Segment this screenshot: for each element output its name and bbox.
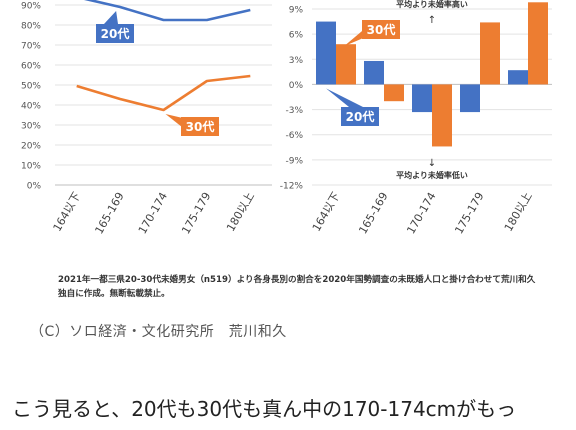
- series-label: 20代: [101, 26, 130, 41]
- x-tick-label: 170-174: [404, 190, 438, 236]
- series-label: 20代: [346, 109, 375, 124]
- annotation-bottom: 平均より未婚率低い: [396, 170, 468, 180]
- x-tick-label: 165-169: [92, 190, 126, 236]
- annotation-top: 平均より未婚率高い: [396, 0, 468, 9]
- chart-caption: 2021年一都三県20-30代未婚男女（n519）より各身長別の割合を2020年…: [58, 275, 536, 299]
- arrow-down-icon: ↓: [428, 158, 436, 169]
- bar-20s: [460, 84, 480, 113]
- x-tick-label: 180以上: [502, 190, 535, 234]
- y-tick-label: 70%: [21, 42, 41, 52]
- series-label: 30代: [186, 119, 215, 134]
- y-tick-label: 9%: [289, 6, 304, 16]
- bar-30s: [336, 44, 356, 85]
- y-tick-label: -12%: [280, 182, 304, 192]
- bar-20s: [412, 84, 432, 113]
- y-tick-label: -3%: [285, 106, 303, 116]
- bar-30s: [384, 84, 404, 102]
- y-tick-label: -6%: [285, 131, 303, 141]
- x-tick-label: 175-179: [452, 190, 486, 236]
- y-tick-label: 30%: [21, 122, 41, 132]
- y-tick-label: 80%: [21, 22, 41, 32]
- series-label: 30代: [367, 22, 396, 37]
- series-label-box: [341, 107, 379, 126]
- charts: 0% 10% 20% 30% 40% 50% 60% 70% 80% 90% 20代 30代 164以下…: [21, 0, 552, 236]
- series-label-box: [96, 24, 134, 43]
- bar-20s: [316, 21, 336, 85]
- bar-30s: [528, 2, 548, 85]
- left-line-chart: 0% 10% 20% 30% 40% 50% 60% 70% 80% 90% 20代 30代 164以下…: [21, 0, 272, 236]
- series-label-pointer: [104, 11, 118, 24]
- copyright-credit: （C）ソロ経済・文化研究所 荒川和久: [30, 324, 287, 340]
- x-tick-label: 170-174: [136, 190, 170, 236]
- y-tick-label: -9%: [285, 156, 303, 166]
- y-tick-label: 50%: [21, 82, 41, 92]
- bar-20s: [508, 70, 528, 85]
- y-tick-label: 0%: [289, 81, 304, 91]
- bar-20s: [364, 60, 384, 85]
- x-tick-label: 165-169: [356, 190, 390, 236]
- y-tick-label: 60%: [21, 62, 41, 72]
- arrow-up-icon: ↑: [428, 15, 436, 26]
- y-tick-label: 20%: [21, 142, 41, 152]
- y-tick-label: 40%: [21, 102, 41, 112]
- y-tick-label: 6%: [289, 31, 304, 41]
- right-bar-chart: -12% -9% -6% -3% 0% 3% 6% 9% 20代 30代 平均より未婚率高い ↑ ↓平均…: [280, 0, 552, 236]
- series-line-0: [83, 0, 251, 22]
- series-label-box: [362, 20, 400, 39]
- series-label-pointer: [326, 88, 363, 107]
- article-text: こう見ると、20代も30代も真ん中の170-174cmがもっ: [12, 397, 517, 421]
- bar-30s: [480, 22, 500, 85]
- y-tick-label: 10%: [21, 162, 41, 172]
- y-tick-label: 0%: [27, 182, 42, 192]
- y-tick-label: 90%: [21, 2, 41, 12]
- series-label-box: [181, 117, 219, 136]
- y-tick-label: 3%: [289, 56, 304, 66]
- x-tick-label: 175-179: [179, 190, 213, 236]
- x-tick-label: 164以下: [310, 190, 343, 234]
- x-tick-label: 180以上: [224, 190, 257, 234]
- series-label-pointer: [344, 26, 368, 47]
- x-tick-label: 164以下: [51, 190, 84, 234]
- bar-30s: [432, 84, 452, 147]
